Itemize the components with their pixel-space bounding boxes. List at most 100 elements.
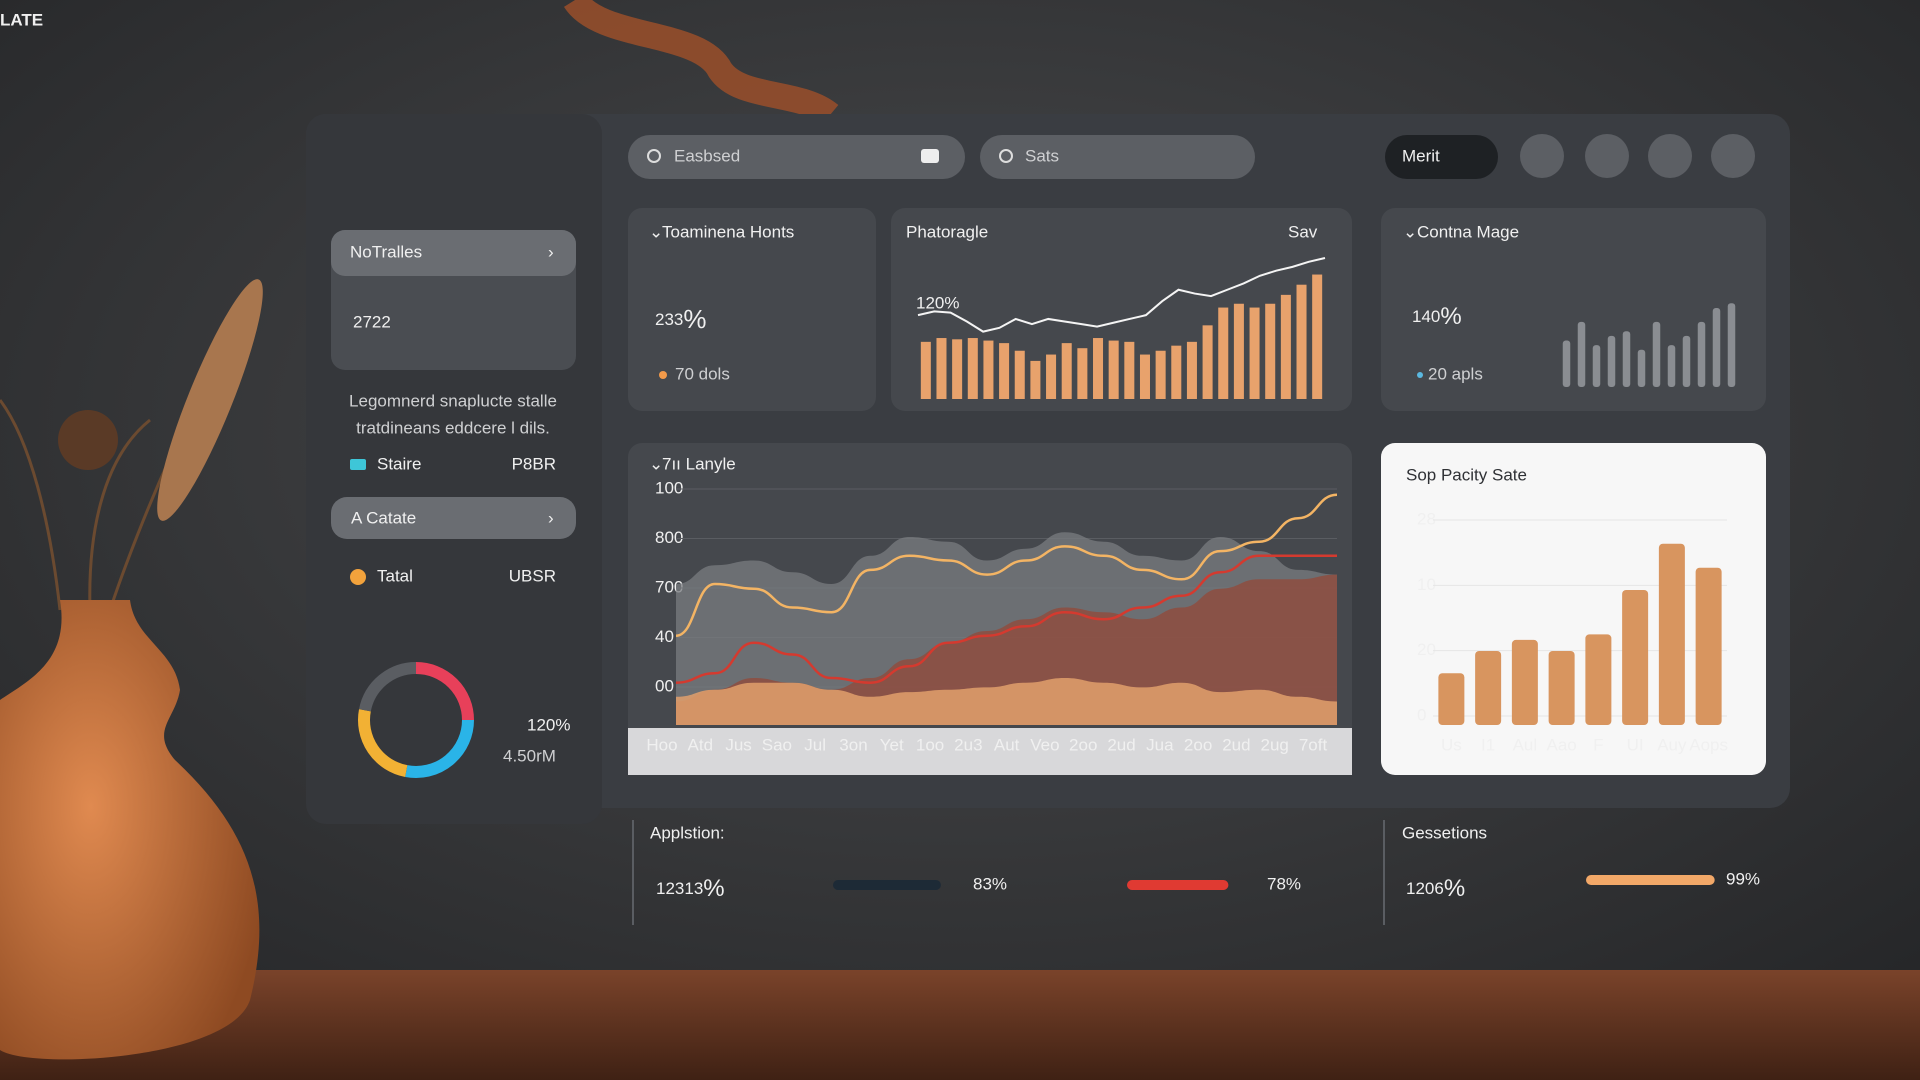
arrow: › (548, 508, 554, 527)
arrow: › (548, 242, 554, 261)
dot (659, 371, 667, 379)
y-label: 800 (655, 528, 683, 547)
x-label: 7oft (1299, 735, 1328, 754)
x-label: Aul (1513, 735, 1538, 754)
row-label: Staire (377, 454, 421, 473)
spark-bar (1727, 303, 1736, 387)
x-label: UI (1627, 735, 1644, 754)
spark-bar (1077, 348, 1088, 399)
spark-bar (1171, 345, 1182, 399)
icon-button[interactable] (1648, 134, 1692, 178)
card-menu[interactable]: Sav (1288, 222, 1318, 241)
spark-bar (1233, 303, 1244, 399)
progress-bar (1127, 880, 1229, 890)
y-label: 10 (1417, 575, 1436, 594)
progress-bar (833, 880, 941, 890)
unit: % (1440, 303, 1461, 330)
card (628, 208, 876, 411)
chevron: ⌄ (1403, 222, 1417, 241)
chevron: ⌄ (649, 454, 663, 473)
progress-label: 78% (1267, 874, 1301, 893)
table (0, 970, 1920, 1080)
home-icon[interactable] (921, 149, 939, 163)
x-label: Auy (1657, 735, 1687, 754)
x-label: Jua (1146, 735, 1174, 754)
donut-segment (358, 709, 408, 777)
toolbar-button[interactable] (1385, 135, 1498, 179)
x-label: Aops (1689, 735, 1728, 754)
unit: % (1444, 875, 1465, 902)
row-icon (350, 569, 366, 585)
x-label: F (1593, 735, 1603, 754)
search-box[interactable] (980, 135, 1255, 179)
x-label: Us (1441, 735, 1462, 754)
stat-card-title: NoTralles (350, 242, 422, 261)
spark-bar (1046, 354, 1057, 399)
spark-bar (999, 343, 1010, 399)
search-placeholder: Easbsed (674, 146, 740, 165)
footer-value: 1206% (1406, 875, 1465, 902)
stat-card-header[interactable] (331, 230, 576, 276)
sidebar-button-label: A Catate (351, 508, 416, 527)
toolbar-button-label: Merit (1402, 146, 1440, 165)
spark-bar (952, 339, 963, 399)
footer-value: 12313% (656, 875, 725, 902)
description: Legomnerd snaplucte stalle (349, 391, 557, 410)
vase (0, 600, 260, 1060)
bar (1511, 639, 1538, 725)
donut-segment (405, 719, 474, 778)
spark-bar (983, 340, 994, 399)
x-label: Sao (762, 735, 792, 754)
bar (1658, 543, 1685, 725)
card-title: Contna Mage (1417, 222, 1519, 241)
spark-bar (1667, 345, 1676, 387)
x-label: 3on (839, 735, 867, 754)
sidebar-button[interactable] (331, 497, 576, 539)
icon-button[interactable] (1711, 134, 1755, 178)
bar (1695, 567, 1722, 725)
progress-label: 99% (1726, 869, 1760, 888)
donut-label: 120% (527, 715, 570, 734)
bar (1475, 651, 1502, 725)
line (675, 554, 1337, 684)
bar (1585, 634, 1612, 725)
spark-bar (1249, 307, 1260, 399)
chart-title: 7ıı Lanyle (662, 454, 736, 473)
y-label: 100 (655, 478, 683, 497)
donut-segment (415, 662, 474, 721)
search-box[interactable] (628, 135, 965, 179)
value: 233 (655, 310, 683, 329)
icon-button[interactable] (1520, 134, 1564, 178)
spark-bar (1697, 321, 1706, 387)
spark-bar (1186, 341, 1197, 399)
description: tratdineans eddcere l dils. (356, 418, 550, 437)
y-label: 20 (1417, 640, 1436, 659)
value: 140 (1412, 307, 1440, 326)
donut-sublabel: 4.50rM (503, 746, 556, 765)
row-icon (350, 459, 366, 470)
footer-title: Gessetions (1402, 823, 1487, 842)
swirl (563, 0, 839, 126)
x-label: Aut (994, 735, 1020, 754)
spark-bar (1712, 307, 1721, 387)
search-icon (647, 149, 661, 163)
x-label: 2u3 (954, 735, 982, 754)
x-label: Jul (804, 735, 826, 754)
x-label: 2ug (1261, 735, 1289, 754)
spark-bar (920, 341, 931, 399)
spark-bar (967, 338, 978, 399)
seed-head (58, 410, 118, 470)
x-label: Hoo (646, 735, 677, 754)
donut-segment (359, 662, 417, 712)
brand: LATE (0, 10, 43, 29)
bar (1438, 673, 1465, 725)
progress-label: 83% (973, 874, 1007, 893)
spark-bar (1577, 321, 1586, 387)
spark-bar (1562, 340, 1571, 387)
value: 12313 (656, 879, 703, 898)
stat-card-value: 2722 (353, 312, 391, 331)
spark-line (917, 257, 1326, 333)
icon-button[interactable] (1585, 134, 1629, 178)
line (675, 493, 1338, 637)
